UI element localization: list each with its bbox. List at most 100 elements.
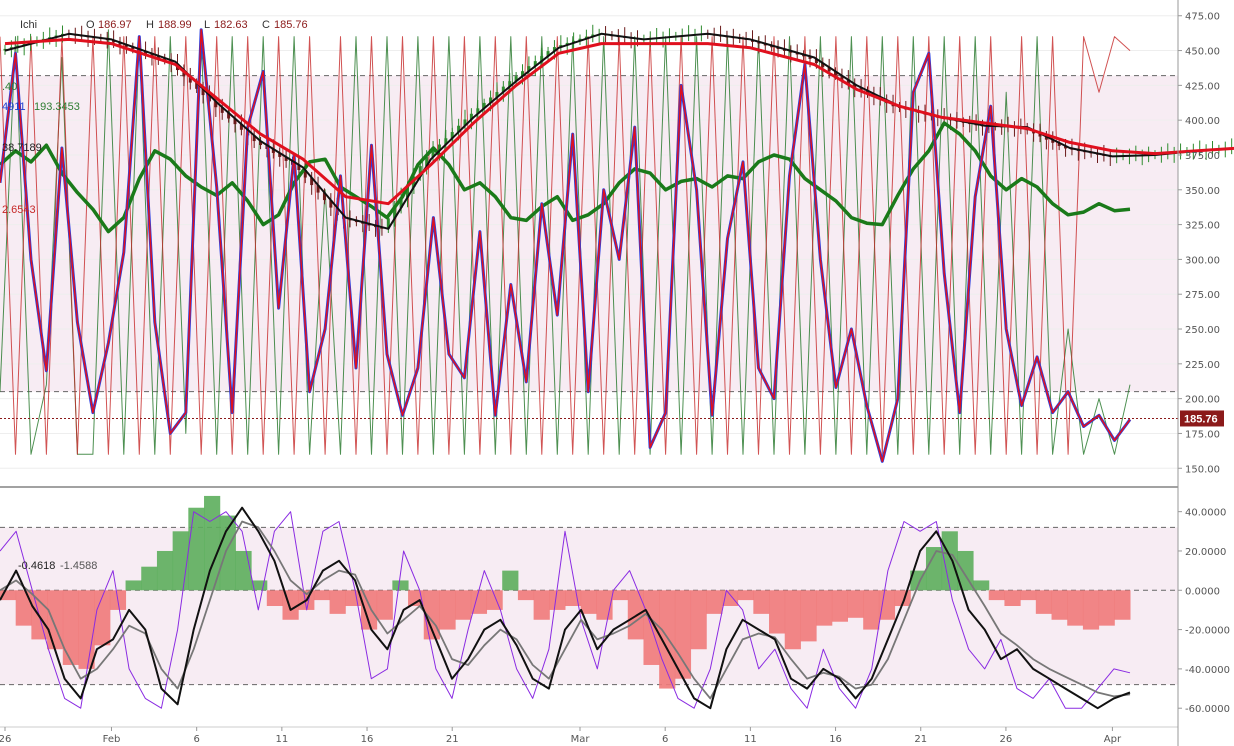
candle-body (559, 44, 563, 48)
histogram-bar (549, 590, 566, 610)
histogram-bar (941, 531, 958, 591)
indicator-label-3: 193.3453 (34, 101, 80, 113)
candle-body (278, 152, 282, 157)
histogram-bar (172, 531, 189, 591)
histogram-bar (125, 580, 142, 591)
kijun-line (4, 37, 1234, 206)
histogram-bar (156, 550, 174, 591)
price-tick-label: 250.00 (1185, 325, 1220, 336)
price-panel[interactable]: 475.00 450.00 425.00 400.00 375.00 350.00 325.… (0, 12, 1234, 476)
candle-body (239, 124, 243, 130)
histogram-bar (1067, 590, 1084, 626)
histogram-bar (329, 590, 346, 614)
candle-body (406, 187, 409, 198)
oscillator-tick-label: 0.0000 (1185, 586, 1220, 597)
histogram-bar (816, 590, 833, 626)
low-value: 182.63 (214, 19, 248, 31)
x-tick-label: 26 (0, 734, 11, 745)
candle-body (271, 148, 275, 153)
x-tick-label: 21 (446, 734, 459, 745)
histogram-bar (706, 590, 723, 614)
histogram-bar (0, 590, 17, 601)
indicator-label-5: 2.6543 (2, 204, 36, 216)
candle-body (284, 156, 288, 161)
candle-body (540, 56, 544, 62)
oscillator-panel[interactable]: 40.0000 20.0000 0.0000 -20.0000 -40.0000 -60.… (0, 495, 1230, 715)
histogram-bar (141, 566, 158, 591)
candle-body (303, 170, 307, 178)
oscillator-black-line (0, 506, 1131, 710)
histogram-bar (847, 590, 864, 618)
candle-body (233, 118, 237, 125)
candle-body (508, 81, 512, 87)
candle-body (1044, 136, 1048, 140)
candle-body (316, 185, 320, 193)
indicator-label-4: 38.7189 (2, 142, 42, 154)
x-tick-label: 21 (914, 734, 927, 745)
candle-body (310, 177, 314, 186)
histogram-bar (1098, 590, 1115, 626)
histogram-bar (533, 590, 550, 620)
histogram-bar (188, 507, 205, 591)
close-value: 185.76 (274, 19, 308, 31)
candle-body (131, 46, 135, 50)
candle-body (329, 200, 333, 208)
histogram-bar (753, 590, 770, 614)
price-y-axis: 475.00 450.00 425.00 400.00 375.00 350.00 325.… (1178, 12, 1220, 475)
histogram-bar (1020, 590, 1037, 601)
candle-body (834, 71, 838, 76)
candle-body (1057, 142, 1061, 146)
candle-body (144, 51, 148, 54)
histogram-bar (455, 590, 472, 620)
histogram-bar (1114, 590, 1131, 620)
last-price-tag-bg (1180, 410, 1224, 427)
candle-body (450, 132, 454, 139)
histogram-bar (925, 547, 943, 591)
candle-body (546, 51, 550, 57)
candle-body (124, 44, 128, 47)
histogram-bar (612, 590, 629, 601)
oscillator-indicator-labels: -0.4618 -1.4588 (18, 560, 97, 572)
oscillator-tick-label: -60.0000 (1185, 704, 1230, 715)
open-label: O (86, 19, 95, 31)
histogram-bar (769, 590, 786, 634)
last-price-tag: 185.76 (1180, 410, 1224, 427)
price-tick-label: 450.00 (1185, 47, 1220, 58)
x-tick-label: 16 (361, 734, 374, 745)
x-tick-label: Feb (103, 734, 121, 745)
x-tick-label: 16 (829, 734, 842, 745)
candle-body (322, 192, 326, 201)
histogram-bar (439, 590, 456, 630)
open-value: 186.97 (98, 19, 132, 31)
candle-body (156, 55, 160, 58)
histogram-bar (219, 515, 236, 591)
indicator-label-2: 4911 (2, 101, 26, 113)
candle-body (495, 92, 499, 98)
candle-body (846, 79, 850, 84)
oscillator-gray-line (0, 520, 1131, 700)
histogram-bar (502, 570, 519, 591)
histogram-bar (94, 590, 111, 646)
candle-body (214, 101, 218, 108)
price-tick-label: 275.00 (1185, 290, 1220, 301)
x-tick-label: 26 (1000, 734, 1013, 745)
candle-body (163, 57, 167, 61)
histogram-bar (204, 495, 221, 591)
histogram-bar (1035, 590, 1053, 614)
osc-label-1: -0.4618 (18, 560, 55, 572)
histogram-bar (1082, 590, 1100, 630)
histogram-bar (674, 590, 692, 679)
histogram-bar (517, 590, 535, 601)
x-tick-label: Apr (1104, 734, 1122, 745)
oscillator-tick-label: -40.0000 (1185, 665, 1230, 676)
high-value: 188.99 (158, 19, 192, 31)
candle-body (386, 218, 390, 229)
price-tick-label: 325.00 (1185, 221, 1220, 232)
oscillator-tick-label: 40.0000 (1185, 508, 1226, 519)
x-tick-label: 11 (744, 734, 757, 745)
price-tick-label: 400.00 (1185, 116, 1220, 127)
candle-body (463, 119, 467, 126)
oscillator-lines (0, 506, 1131, 710)
oscillator-purple-line (0, 511, 1131, 709)
